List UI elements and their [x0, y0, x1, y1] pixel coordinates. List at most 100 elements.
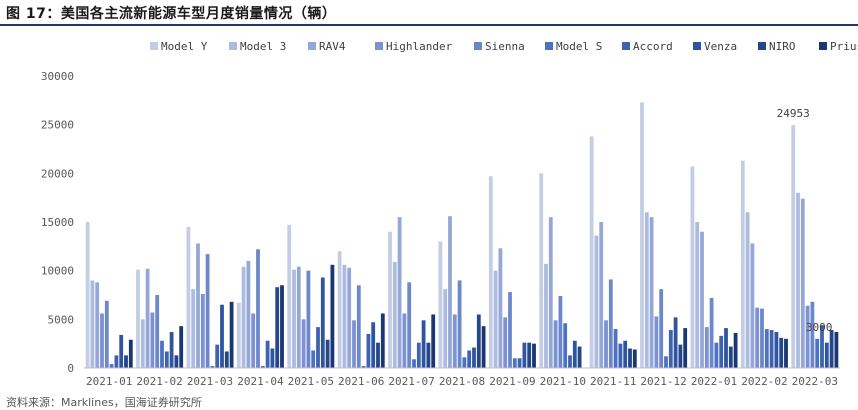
bar-sienna-2021-12 [659, 289, 664, 368]
bar-model-s-2021-08 [462, 357, 467, 368]
bar-prius-2021-12 [683, 328, 688, 368]
bar-accord-2021-10 [568, 355, 572, 368]
bar-model-y-2021-11 [589, 136, 594, 368]
bar-highlander-2021-08 [452, 314, 457, 368]
figure-title: 图 17：美国各主流新能源车型月度销量情况（辆） [6, 6, 337, 22]
bar-highlander-2022-03 [805, 305, 810, 368]
x-tick-label: 2021-12 [640, 375, 686, 388]
bar-highlander-2021-10 [553, 320, 558, 368]
bar-venza-2021-11 [623, 340, 628, 368]
legend-swatch-model-3 [229, 42, 237, 50]
bar-venza-2022-01 [724, 328, 728, 368]
bar-model-3-2021-02 [140, 319, 145, 368]
x-tick-label: 2021-03 [187, 375, 233, 388]
legend-label-niro: NIRO [769, 40, 796, 53]
bar-highlander-2021-05 [301, 319, 306, 368]
bar-niro-2021-11 [628, 348, 632, 368]
bar-rav4-2022-02 [750, 243, 755, 368]
bar-rav4-2021-02 [145, 268, 150, 368]
bar-rav4-2021-06 [347, 267, 352, 368]
bar-highlander-2021-07 [402, 313, 407, 368]
x-tick-label: 2021-08 [439, 375, 485, 388]
x-tick-label: 2021-07 [388, 375, 434, 388]
y-tick-label: 10000 [41, 265, 74, 278]
bar-prius-2021-06 [380, 313, 385, 368]
legend-swatch-venza [693, 42, 701, 50]
bar-accord-2021-06 [366, 333, 371, 368]
y-tick-label: 25000 [41, 119, 74, 132]
legend-swatch-prius [819, 42, 827, 50]
bar-prius-2021-01 [128, 339, 133, 368]
bar-accord-2022-01 [719, 335, 724, 368]
bar-venza-2022-02 [774, 331, 779, 368]
bar-model-y-2021-06 [337, 251, 342, 368]
y-axis: 0 5000 10000 15000 20000 25000 30000 [41, 70, 74, 375]
bar-highlander-2021-03 [200, 294, 205, 368]
bar-sienna-2021-01 [104, 300, 109, 368]
bar-prius-2021-11 [632, 349, 637, 368]
bar-niro-2022-03 [829, 330, 834, 368]
legend-label-model-y: Model Y [161, 40, 208, 53]
bar-accord-2022-03 [820, 325, 824, 368]
bar-model-y-2021-07 [388, 231, 392, 368]
bar-highlander-2021-09 [503, 317, 508, 368]
bar-rav4-2021-10 [548, 217, 553, 368]
x-tick-label: 2021-04 [237, 375, 284, 388]
bar-model-3-2021-06 [342, 264, 347, 368]
bar-model-y-2021-01 [85, 222, 90, 368]
bar-model-3-2022-02 [745, 212, 750, 368]
bar-prius-2021-08 [481, 326, 486, 368]
bar-model-y-2021-03 [186, 226, 191, 368]
bar-prius-2021-09 [532, 343, 536, 368]
bar-accord-2021-08 [467, 350, 472, 368]
bar-rav4-2021-08 [448, 216, 452, 368]
bar-sienna-2021-04 [256, 249, 260, 368]
bar-model-s-2021-11 [613, 329, 618, 368]
bar-sienna-2022-02 [760, 308, 764, 368]
bar-sienna-2021-02 [155, 295, 160, 368]
bar-rav4-2021-01 [95, 282, 100, 368]
bar-accord-2021-03 [215, 344, 220, 368]
bar-model-y-2021-05 [287, 224, 292, 368]
bar-model-s-2021-06 [361, 366, 366, 368]
bar-sienna-2021-06 [356, 285, 361, 368]
bar-model-y-2021-04 [236, 302, 241, 368]
bar-venza-2022-03 [824, 342, 829, 368]
y-tick-label: 15000 [41, 216, 74, 229]
bar-prius-2021-05 [330, 264, 335, 368]
bar-model-3-2021-05 [292, 269, 296, 368]
x-tick-label: 2021-11 [590, 375, 636, 388]
y-tick-label: 20000 [41, 167, 74, 180]
bar-model-3-2021-04 [241, 266, 246, 368]
bar-sienna-2021-07 [407, 282, 412, 368]
bar-accord-2022-02 [769, 330, 774, 368]
x-tick-label: 2021-01 [86, 375, 132, 388]
x-tick-label: 2021-10 [540, 375, 586, 388]
bar-niro-2021-08 [476, 314, 481, 368]
bar-highlander-2022-01 [704, 327, 709, 368]
legend-label-sienna: Sienna [485, 40, 525, 53]
bar-highlander-2021-02 [150, 312, 155, 368]
bar-model-3-2021-09 [493, 270, 498, 368]
legend-swatch-niro [758, 42, 766, 50]
bar-accord-2021-02 [164, 351, 169, 368]
bar-model-3-2021-12 [644, 212, 649, 368]
bar-prius-2021-02 [179, 326, 184, 368]
bar-venza-2021-09 [522, 342, 527, 368]
bar-niro-2021-05 [325, 339, 330, 368]
bar-niro-2021-02 [174, 355, 179, 368]
bar-model-3-2021-08 [443, 289, 448, 368]
bar-venza-2021-01 [119, 334, 124, 368]
bar-model-s-2022-01 [714, 342, 719, 368]
bar-venza-2021-10 [572, 340, 577, 368]
bar-niro-2021-10 [577, 346, 582, 368]
bar-rav4-2021-04 [246, 260, 251, 368]
x-tick-label: 2022-03 [792, 375, 838, 388]
bar-model-y-2022-03 [791, 125, 796, 369]
bar-rav4-2021-11 [599, 222, 604, 368]
bar-model-s-2021-12 [664, 356, 668, 368]
bar-venza-2021-07 [421, 320, 426, 368]
bar-series-group [85, 102, 839, 369]
bar-model-y-2021-12 [640, 102, 644, 368]
title-divider [0, 24, 858, 26]
